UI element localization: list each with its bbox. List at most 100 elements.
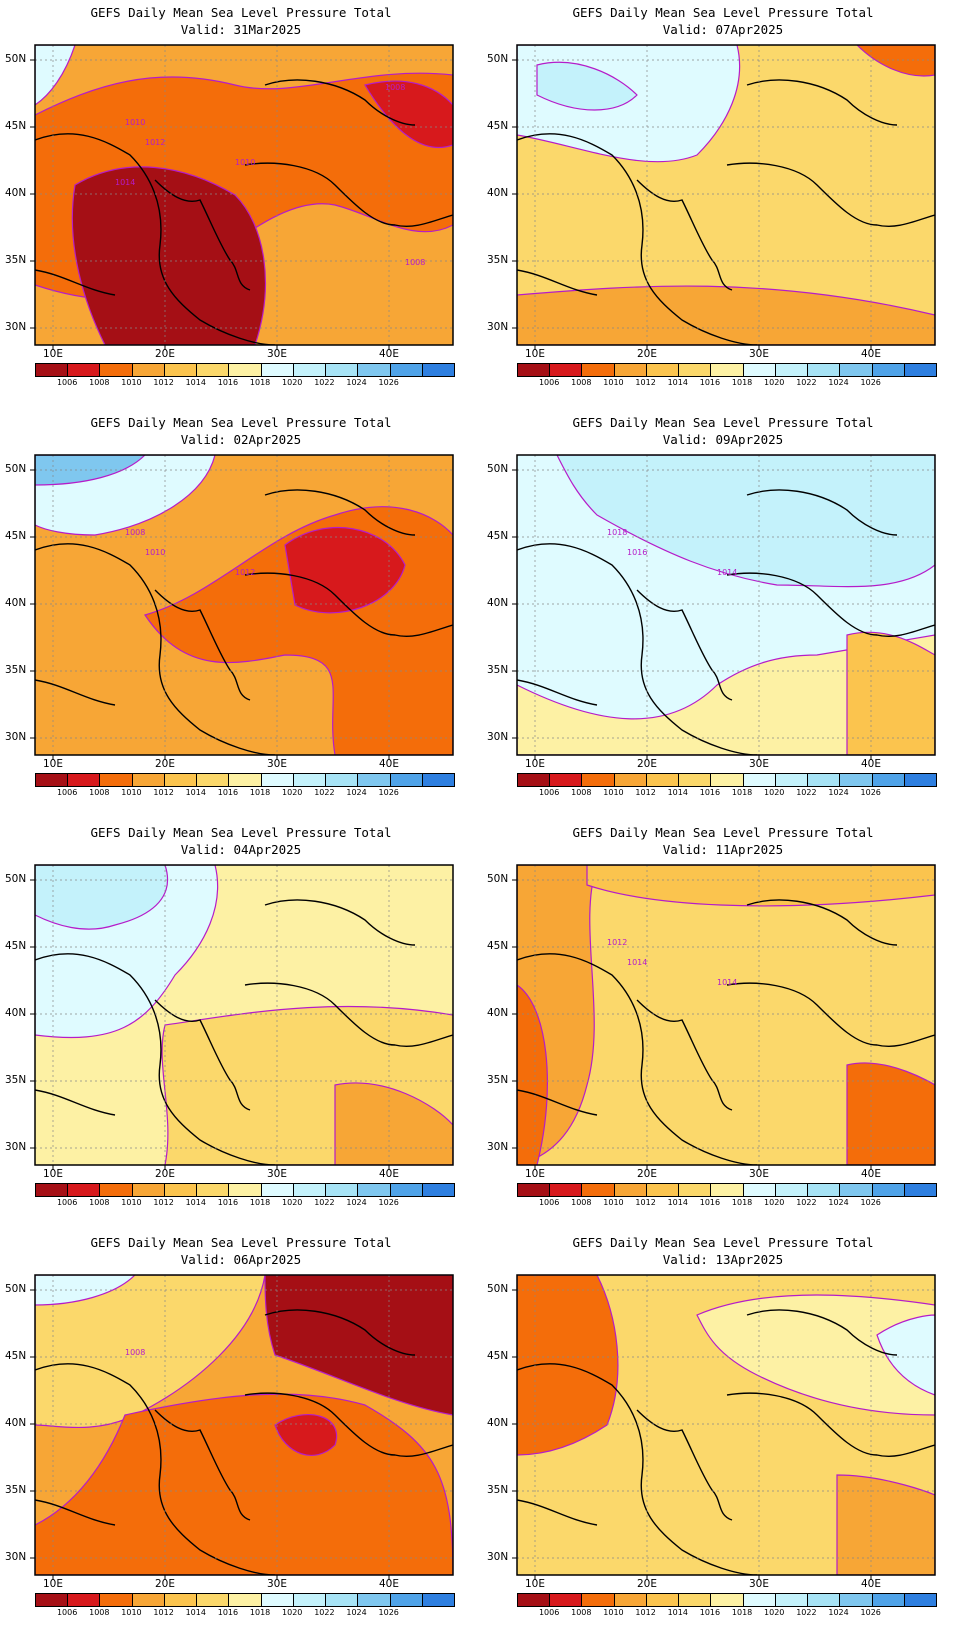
longitude-label: 30E [749, 348, 769, 360]
colorbar-swatch [614, 774, 647, 786]
pressure-map-panel: GEFS Daily Mean Sea Level Pressure Total… [0, 0, 482, 410]
pressure-map-panel: GEFS Daily Mean Sea Level Pressure Total… [0, 1230, 482, 1640]
pressure-contour-region [536, 61, 638, 111]
colorbar-swatch [68, 774, 101, 786]
longitude-label: 40E [379, 758, 399, 770]
pressure-contour-region [556, 455, 935, 588]
colorbar-label: 1022 [796, 378, 817, 387]
colorbar-label: 1020 [764, 788, 785, 797]
coastline [35, 679, 116, 706]
longitude-label: 20E [155, 758, 175, 770]
longitude-label: 10E [525, 758, 545, 770]
latitude-label: 35N [5, 254, 27, 266]
latitude-label: 30N [5, 1141, 27, 1153]
latitude-label: 30N [487, 1551, 509, 1563]
colorbar-swatch [326, 1184, 359, 1196]
colorbar-label: 1006 [56, 378, 78, 387]
colorbar-label: 1024 [828, 1198, 849, 1207]
colorbar-swatch [872, 774, 905, 786]
colorbar-swatch [100, 1594, 133, 1606]
colorbar-swatch [679, 774, 712, 786]
coastline [35, 1363, 276, 1575]
coastline [154, 999, 251, 1111]
colorbar-swatch [711, 774, 744, 786]
colorbar-label: 1014 [667, 788, 688, 797]
colorbar-swatch [904, 1184, 937, 1196]
coastline [264, 79, 416, 126]
pressure-map-panel: GEFS Daily Mean Sea Level Pressure Total… [482, 820, 964, 1230]
colorbar-swatch [229, 1184, 262, 1196]
colorbar-swatch [132, 1594, 165, 1606]
panel-valid-date: Valid: 31Mar2025 [180, 22, 302, 37]
colorbar-swatch [550, 774, 583, 786]
pressure-contour-region [517, 984, 548, 1165]
longitude-label: 40E [379, 1578, 399, 1590]
colorbar [35, 773, 455, 787]
colorbar-label: 1022 [796, 1608, 817, 1617]
colorbar-label: 1018 [249, 788, 271, 797]
latitude-label: 35N [487, 664, 509, 676]
latitude-label: 45N [5, 940, 27, 952]
panel-valid-date: Valid: 11Apr2025 [662, 842, 784, 857]
coastline [636, 999, 733, 1111]
colorbar-swatch [840, 1184, 873, 1196]
latitude-label: 40N [487, 597, 509, 609]
colorbar-swatch [646, 364, 680, 376]
coastline [746, 899, 898, 946]
colorbar-swatch [197, 364, 230, 376]
longitude-label: 30E [749, 1168, 769, 1180]
colorbar [517, 1183, 937, 1197]
colorbar-swatch [293, 774, 327, 786]
colorbar-label: 1016 [217, 378, 239, 387]
colorbar-swatch [164, 1184, 198, 1196]
colorbar-label: 1010 [121, 1198, 142, 1207]
coastline [35, 543, 276, 755]
colorbar-label: 1006 [56, 1608, 78, 1617]
panel-valid-date: Valid: 04Apr2025 [180, 842, 302, 857]
pressure-map-panel: GEFS Daily Mean Sea Level Pressure Total… [482, 410, 964, 820]
colorbar-swatch [743, 774, 776, 786]
colorbar-swatch [840, 774, 873, 786]
colorbar-swatch [679, 364, 712, 376]
pressure-contour-region [517, 285, 935, 345]
colorbar-label: 1006 [538, 378, 560, 387]
colorbar-swatch [326, 364, 359, 376]
pressure-map-panel: GEFS Daily Mean Sea Level Pressure Total… [482, 0, 964, 410]
colorbar-swatch [68, 364, 101, 376]
colorbar-swatch [518, 1184, 551, 1196]
colorbar-swatch [711, 1594, 744, 1606]
pressure-map: 1012 1014 1014 [512, 864, 936, 1170]
colorbar-label: 1026 [860, 1608, 881, 1617]
colorbar-label: 1022 [314, 1198, 335, 1207]
colorbar-swatch [100, 1184, 133, 1196]
colorbar-swatch [840, 364, 873, 376]
colorbar-swatch [164, 364, 198, 376]
colorbar-label: 1008 [571, 788, 592, 797]
colorbar-swatch [518, 1594, 551, 1606]
latitude-label: 50N [5, 463, 27, 475]
colorbar-label: 1016 [699, 1608, 721, 1617]
colorbar-swatch [582, 364, 615, 376]
longitude-label: 10E [43, 1578, 63, 1590]
latitude-label: 40N [487, 187, 509, 199]
colorbar [517, 773, 937, 787]
colorbar-swatch [614, 1184, 647, 1196]
pressure-contour-region [264, 1275, 453, 1416]
map-frame [34, 864, 454, 1166]
colorbar-label: 1014 [185, 788, 206, 797]
colorbar-swatch [229, 1594, 262, 1606]
colorbar-label: 1012 [635, 788, 656, 797]
colorbar-swatch [422, 1594, 455, 1606]
pressure-contour-region [846, 1062, 935, 1165]
panel-title: GEFS Daily Mean Sea Level Pressure Total [572, 1235, 874, 1250]
map-frame [516, 864, 936, 1166]
colorbar-swatch [550, 1594, 583, 1606]
coastline [154, 179, 251, 291]
longitude-label: 20E [637, 1168, 657, 1180]
longitude-label: 20E [637, 1578, 657, 1590]
colorbar-swatch [582, 774, 615, 786]
coastline [264, 899, 416, 946]
coastline [154, 589, 251, 701]
colorbar [35, 1183, 455, 1197]
contour-label: 1018 [607, 528, 627, 537]
